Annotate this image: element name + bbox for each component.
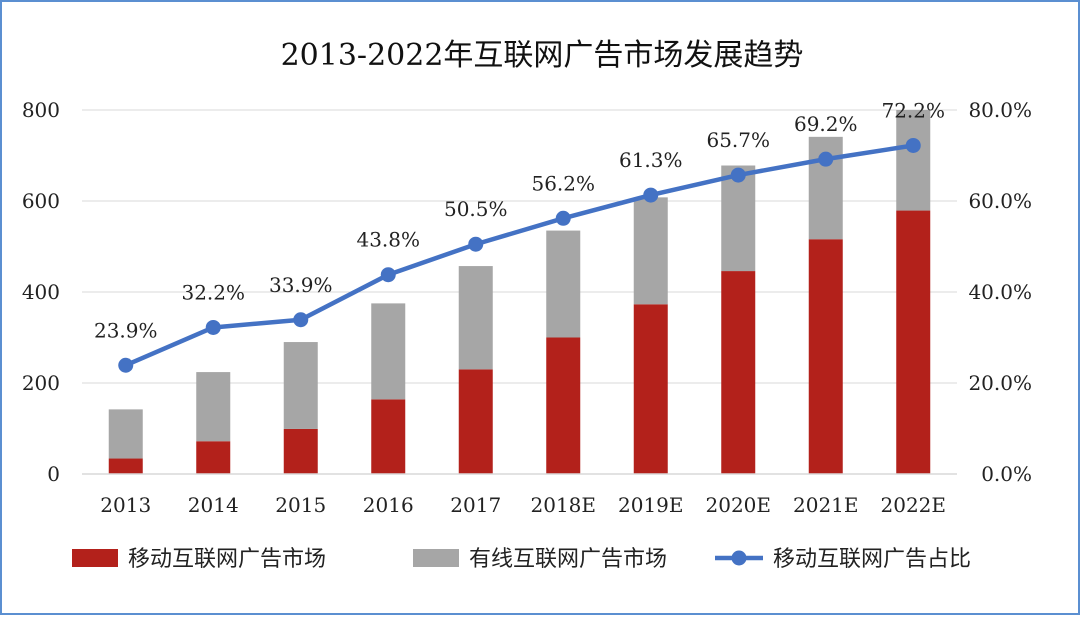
x-tick-label: 2017 [450,493,501,517]
y-left-tick-label: 400 [22,280,60,304]
bar [108,409,143,459]
y-right-tick-label: 0.0% [981,462,1032,486]
series-line [123,143,916,368]
data-label: 43.8% [356,228,420,252]
bar [196,441,231,474]
x-tick-label: 2021E [793,493,859,517]
y-right-tick-label: 40.0% [968,280,1032,304]
bar [633,304,668,474]
bar [371,399,406,474]
bar [283,428,318,474]
data-label: 65.7% [706,128,770,152]
y-left-tick-label: 600 [22,189,60,213]
y-left-tick-label: 800 [22,98,60,122]
data-label: 69.2% [794,112,858,136]
data-label: 61.3% [619,148,683,172]
bar [108,458,143,474]
data-label: 23.9% [94,318,158,342]
line-series [118,137,921,373]
y-right-tick-label: 20.0% [968,371,1032,395]
x-tick-label: 2013 [100,493,151,517]
bar [458,266,493,370]
line-point [205,319,221,335]
bar [458,369,493,474]
bar [808,239,843,474]
y-left-tick-label: 0 [47,462,60,486]
data-label: 33.9% [269,273,333,297]
line-point [818,151,834,167]
data-label: 32.2% [181,280,245,304]
y-right-tick-label: 60.0% [968,189,1032,213]
data-label: 56.2% [531,171,595,195]
legend-label: 移动互联网广告占比 [773,547,971,572]
axis-layer: 0 200 400 600 800 0.0% 20.0% 40.0% 60.0% 80.0% 201… [22,98,1032,517]
bar [896,210,931,474]
bar [721,271,756,474]
legend-swatch [413,549,459,567]
line-point [118,357,134,373]
line-point [468,236,484,252]
bar [283,342,318,429]
x-tick-label: 2020E [706,493,772,517]
line-point [730,167,746,183]
data-label: 72.2% [881,98,945,122]
x-tick-label: 2015 [275,493,326,517]
bar-series [108,110,931,474]
line-point [905,137,921,153]
line-point [555,210,571,226]
x-tick-label: 2019E [618,493,684,517]
line-point [293,312,309,328]
bar [546,230,581,338]
y-right-tick-label: 80.0% [968,98,1032,122]
bar [371,303,406,400]
data-labels: 23.9% 32.2% 33.9% 43.8% 50.5% 56.2% 61.3% 65.7%… [94,98,945,342]
chart-title: 2013-2022年互联网广告市场发展趋势 [281,38,804,73]
legend-label: 移动互联网广告市场 [128,547,326,572]
y-left-tick-label: 200 [22,371,60,395]
x-tick-label: 2014 [188,493,239,517]
line-point [380,267,396,283]
legend-label: 有线互联网广告市场 [469,547,667,572]
data-label: 50.5% [444,197,508,221]
legend-swatch [72,549,118,567]
legend-marker [731,550,747,566]
legend: 移动互联网广告市场 有线互联网广告市场 移动互联网广告占比 [72,547,971,572]
x-tick-label: 2022E [881,493,947,517]
line-point [643,187,659,203]
x-tick-label: 2018E [531,493,597,517]
bar [633,197,668,305]
x-tick-label: 2016 [363,493,414,517]
bar [196,372,231,442]
bar [721,165,756,272]
bar [546,337,581,474]
bar [896,110,931,211]
